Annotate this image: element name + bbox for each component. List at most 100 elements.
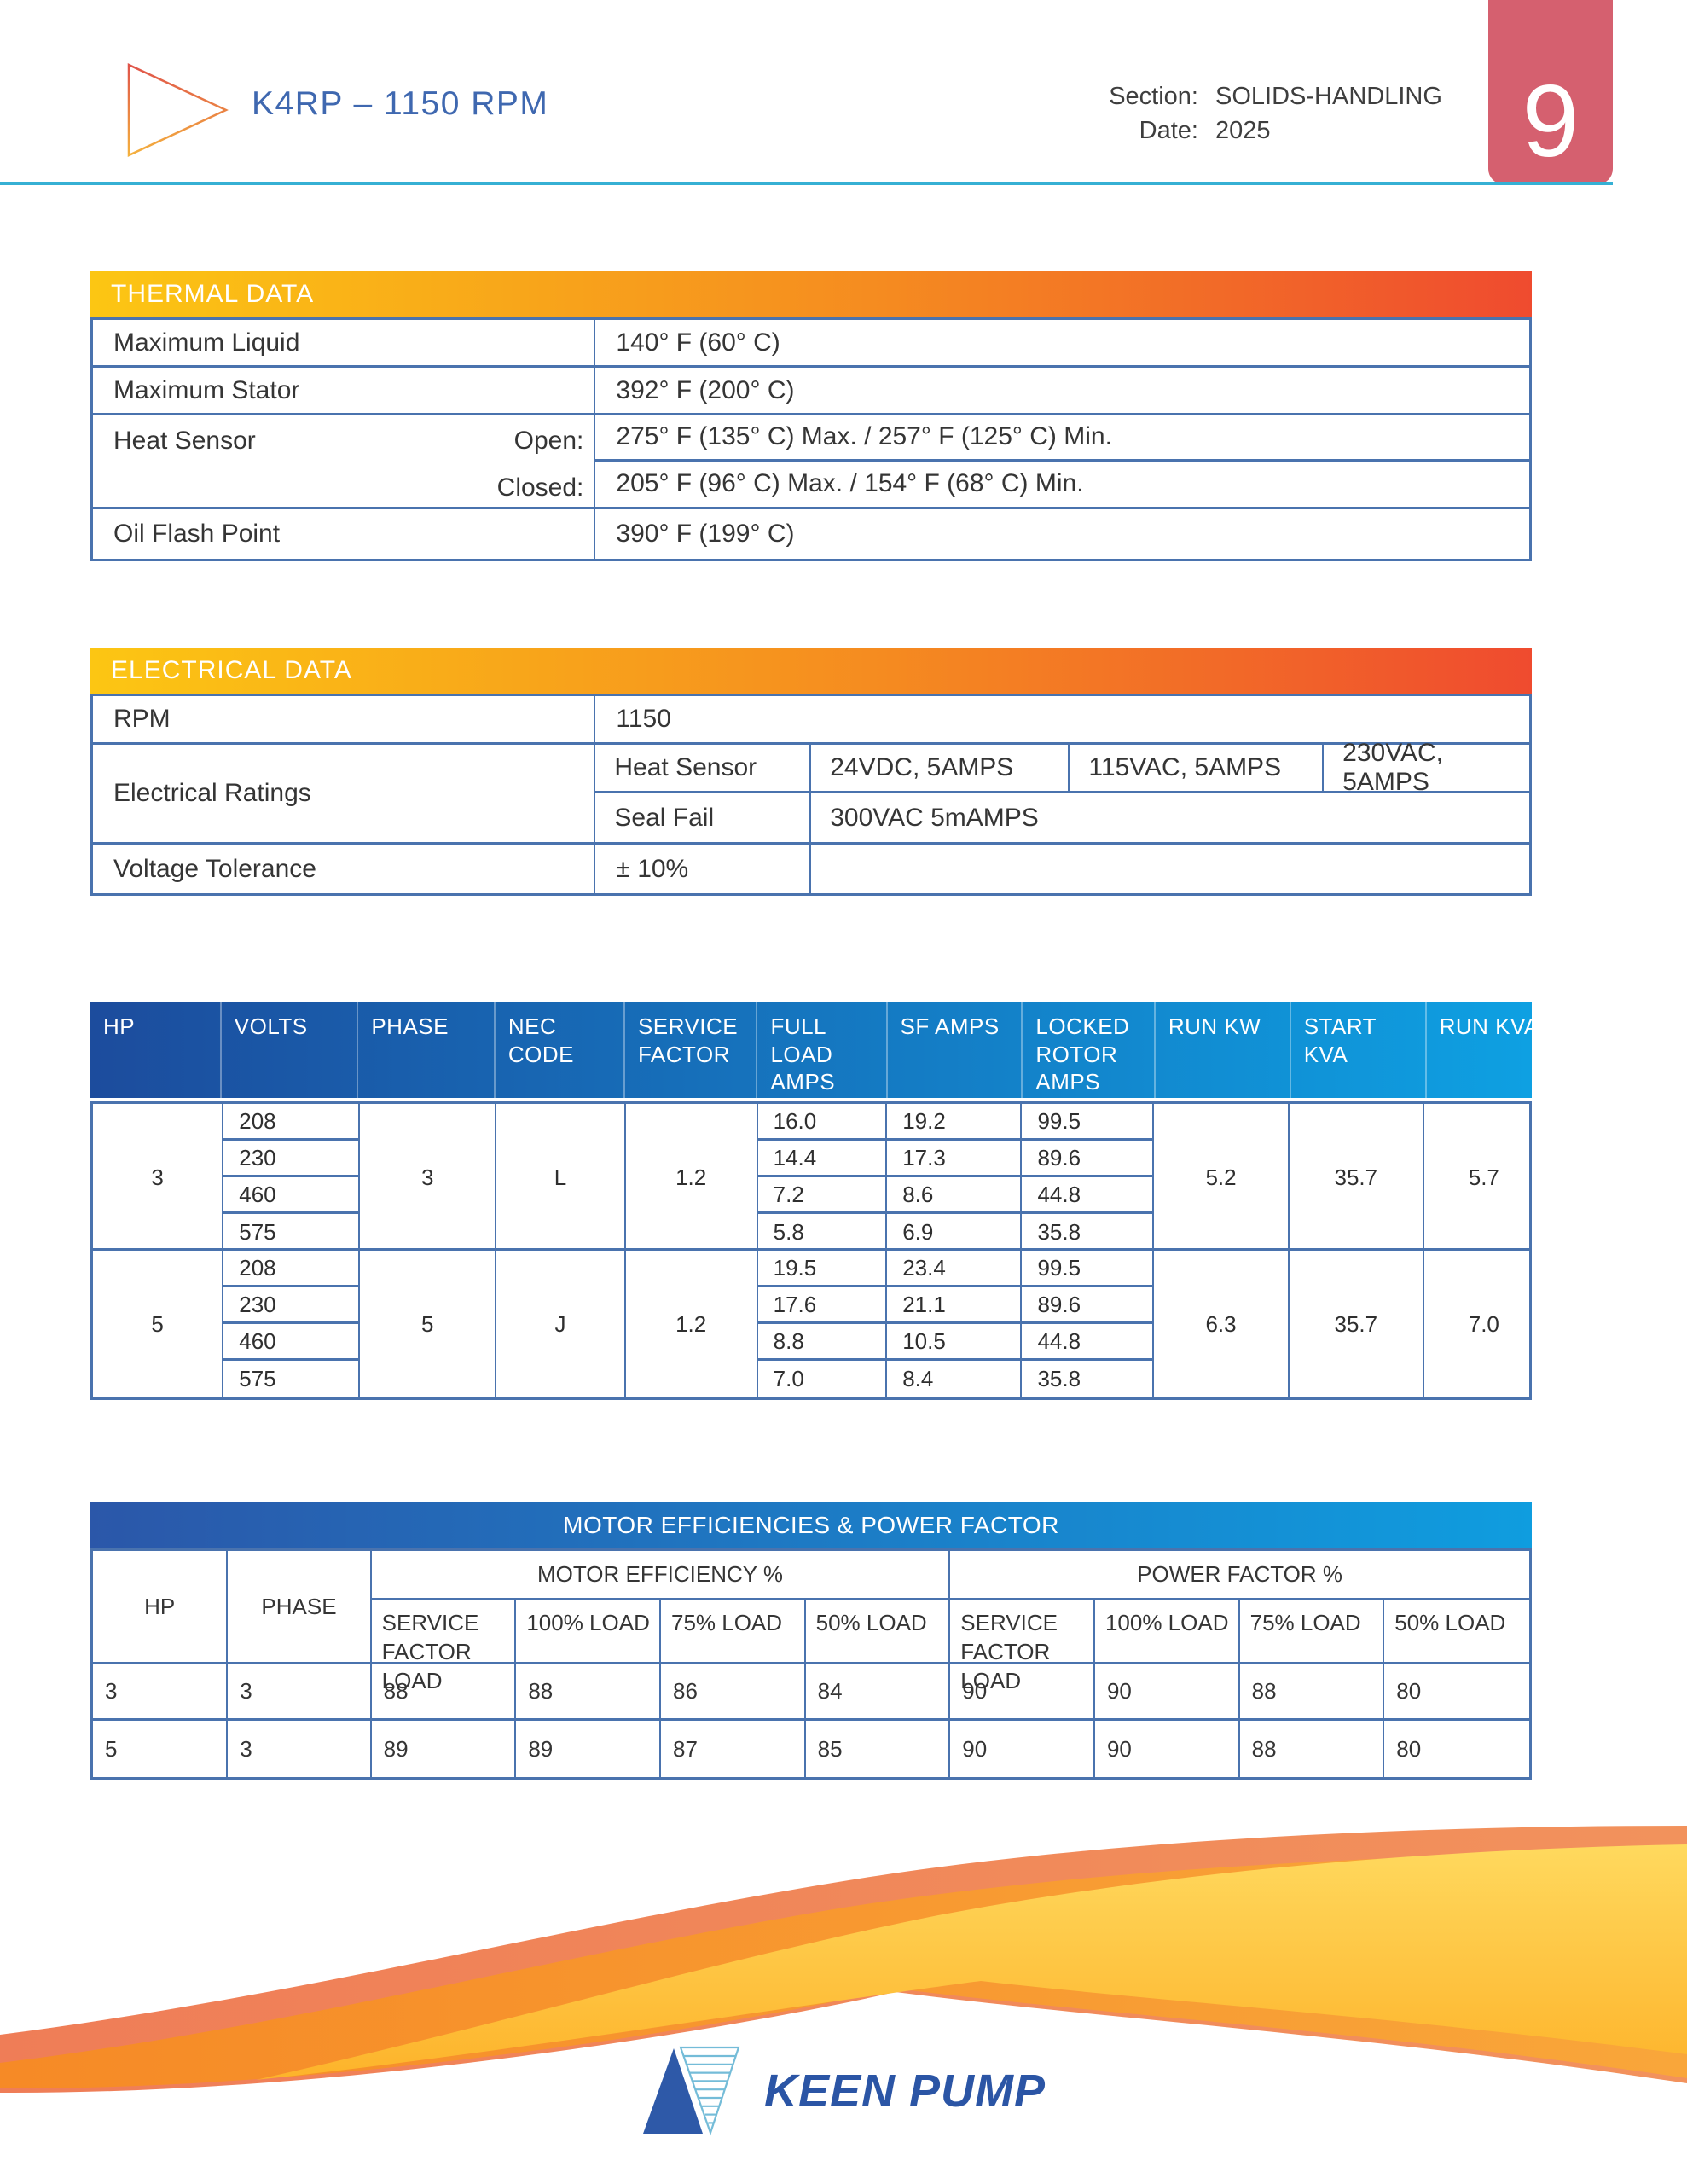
value-cell: 88 [516,1664,661,1718]
column-header: FULL LOAD AMPS [757,1002,888,1098]
page-number-tab: 9 [1488,0,1613,184]
run-kw-cell: 5.2 [1154,1104,1290,1251]
row-label: Voltage Tolerance [93,845,596,893]
column-header: SERVICE FACTOR [625,1002,758,1098]
column-header: PHASE [358,1002,496,1098]
column-header: 100% LOAD [516,1600,661,1662]
column-header: LOCKED ROTOR AMPS [1023,1002,1156,1098]
locked-rotor-amps-cell: 89.6 [1022,1141,1153,1177]
table-row: 3 3 88 88 86 84 90 90 88 80 [93,1664,1529,1721]
row-value: 1150 [616,705,671,733]
empty-cell [811,845,1529,893]
row-value: 140° F (60° C) [616,328,780,357]
run-kva-cell: 5.7 [1468,1164,1499,1190]
column-header: HP [93,1551,229,1662]
motor-table-header-row: HP VOLTS PHASE NEC CODE SERVICE FACTOR F… [90,1002,1539,1098]
table-row: RPM 1150 [93,696,1529,745]
sf-amps-cell: 23.4 [887,1251,1021,1287]
value-cell: 89 [372,1721,517,1777]
column-header: NEC CODE [496,1002,625,1098]
table-row: Maximum Stator 392° F (200° C) [93,368,1529,415]
nec-code-cell: L [496,1104,626,1251]
column-header: 100% LOAD [1095,1600,1240,1662]
locked-rotor-amps-cell: 35.8 [1037,1366,1081,1391]
date-label: Date: [1139,117,1198,144]
row-label: Maximum Stator [93,368,596,413]
row-label: Maximum Liquid [93,320,596,365]
locked-rotor-amps-cell: 44.8 [1022,1324,1153,1361]
hp-cell: 3 [93,1104,224,1251]
service-factor-cell: 1.2 [626,1251,758,1397]
page-number: 9 [1522,64,1580,178]
section-value: SOLIDS-HANDLING [1215,83,1442,110]
heat-sensor-ratings-row: Heat Sensor 24VDC, 5AMPS 115VAC, 5AMPS 2… [595,739,1529,796]
row-label: Seal Fail [595,793,812,842]
volts-cell: 460 [223,1177,359,1214]
value-cell: 88 [1240,1721,1385,1777]
run-kw-cell: 6.3 [1154,1251,1290,1397]
seal-fail-row: Seal Fail 300VAC 5mAMPS [595,793,1529,842]
table-row: Oil Flash Point 390° F (199° C) [93,509,1529,559]
sf-amps-cell: 21.1 [887,1287,1021,1324]
row-label: Heat Sensor [113,427,256,455]
full-load-amps-cell: 7.2 [757,1177,886,1214]
column-header: RUN KW [1156,1002,1291,1098]
section-label: Section: [1109,83,1198,110]
hp-cell: 5 [93,1251,224,1397]
column-header: 75% LOAD [1240,1600,1385,1662]
brand-logo: KEEN PUMP [0,2046,1687,2136]
table-row: 5 3 89 89 87 85 90 90 88 80 [93,1721,1529,1777]
volts-cell: 208 [223,1104,359,1141]
phase-cell: 3 [228,1664,372,1718]
table-row: Voltage Tolerance ± 10% [93,845,1529,893]
date-value: 2025 [1215,117,1271,144]
value-cell: 80 [1396,1735,1422,1762]
row-label: Oil Flash Point [93,509,596,559]
full-load-amps-cell: 19.5 [757,1251,886,1287]
value-cell: 90 [1095,1664,1240,1718]
row-label: Electrical Ratings [93,745,596,842]
thermal-data-header: THERMAL DATA [90,271,1532,317]
volts-cell: 575 [239,1366,276,1391]
open-label: Open: [513,427,584,455]
rating-value: 300VAC 5mAMPS [830,803,1039,832]
value-cell: 88 [1240,1664,1385,1718]
footer-wave-graphic [0,1826,1687,2094]
volts-cell: 230 [223,1141,359,1177]
value-cell: 90 [1095,1721,1240,1777]
nec-code-cell: J [496,1251,626,1397]
striped-triangle-logo-icon [127,63,229,157]
value-cell: 88 [372,1664,517,1718]
start-kva-cell: 35.7 [1290,1104,1424,1251]
efficiency-table: MOTOR EFFICIENCIES & POWER FACTOR HP PHA… [90,1502,1532,1780]
motor-group-row: 3 208 230 460 575 3 L 1.2 16.0 14.4 7.2 … [93,1104,1529,1251]
locked-rotor-amps-cell: 44.8 [1022,1177,1153,1214]
value-cell: 90 [950,1664,1095,1718]
column-header: 75% LOAD [661,1600,806,1662]
open-value: 275° F (135° C) Max. / 257° F (125° C) M… [595,415,1529,462]
full-load-amps-cell: 17.6 [757,1287,886,1324]
phase-cell: 3 [228,1721,372,1777]
locked-rotor-amps-cell: 89.6 [1022,1287,1153,1324]
table-row: Electrical Ratings Heat Sensor 24VDC, 5A… [93,739,1529,845]
volts-cell: 575 [239,1219,276,1245]
column-header: VOLTS [222,1002,359,1098]
efficiency-table-header: HP PHASE MOTOR EFFICIENCY % POWER FACTOR… [90,1548,1532,1693]
value-cell: 87 [661,1721,806,1777]
value-cell: 85 [806,1721,951,1777]
sf-amps-cell: 6.9 [902,1219,934,1245]
full-load-amps-cell: 5.8 [773,1219,804,1245]
start-kva-cell: 35.7 [1290,1251,1424,1397]
phase-cell: 3 [360,1104,497,1251]
hp-cell: 3 [93,1664,229,1718]
motor-group-row: 5 208 230 460 575 5 J 1.2 19.5 17.6 8.8 … [93,1251,1529,1397]
rating-value: 230VAC, 5AMPS [1342,739,1443,796]
locked-rotor-amps-cell: 99.5 [1022,1104,1153,1141]
electrical-data-header: ELECTRICAL DATA [90,648,1532,694]
group-header: MOTOR EFFICIENCY % [371,1551,951,1600]
hp-cell: 5 [93,1721,229,1777]
column-header: 50% LOAD [806,1600,951,1662]
rating-value: 24VDC, 5AMPS [811,745,1070,791]
volts-cell: 208 [223,1251,359,1287]
